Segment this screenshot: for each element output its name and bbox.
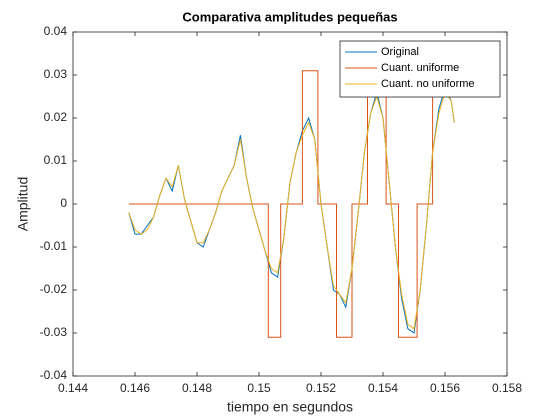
y-tick-label: -0.04	[40, 368, 68, 382]
x-axis-label: tiempo en segundos	[227, 399, 353, 415]
chart-title: Comparativa amplitudes pequeñas	[182, 9, 397, 24]
y-tick-label: 0.01	[44, 153, 68, 167]
x-tick-label: 0.148	[182, 381, 212, 395]
y-tick-label: -0.02	[40, 282, 68, 296]
y-tick-label: 0.03	[44, 67, 68, 81]
legend-label: Original	[381, 46, 419, 58]
legend-label: Cuant. no uniforme	[381, 78, 475, 90]
y-tick-label: -0.03	[40, 325, 68, 339]
x-tick-label: 0.144	[58, 381, 88, 395]
axes-box	[72, 31, 508, 377]
x-tick-label: 0.158	[492, 381, 522, 395]
legend-label: Cuant. uniforme	[381, 62, 459, 74]
x-tick-label: 0.154	[368, 381, 398, 395]
y-tick-label: 0.04	[44, 24, 68, 38]
y-axis-label: Amplitud	[15, 177, 31, 231]
x-tick-label: 0.152	[306, 381, 336, 395]
legend: Original Cuant. uniforme Cuant. no uniform…	[339, 40, 501, 98]
y-tick-label: -0.01	[40, 239, 68, 253]
x-tick-label: 0.15	[247, 381, 271, 395]
x-tick-label: 0.156	[430, 381, 460, 395]
legend-box	[339, 40, 501, 98]
x-tick-label: 0.146	[120, 381, 150, 395]
y-tick-label: 0.02	[44, 110, 68, 124]
series-line	[128, 91, 455, 330]
y-tick-label: 0	[60, 196, 67, 210]
